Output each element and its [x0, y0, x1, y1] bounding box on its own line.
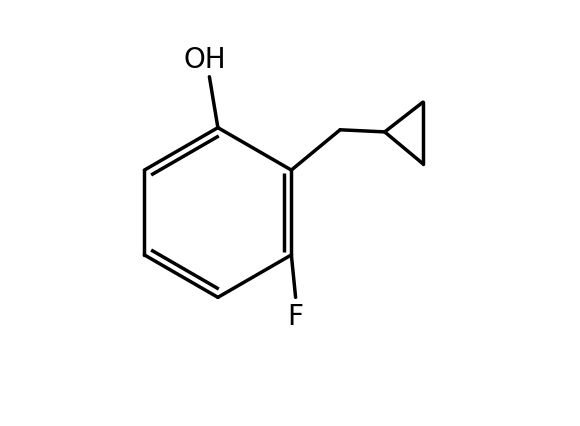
Text: OH: OH [184, 46, 226, 73]
Text: F: F [288, 303, 303, 331]
